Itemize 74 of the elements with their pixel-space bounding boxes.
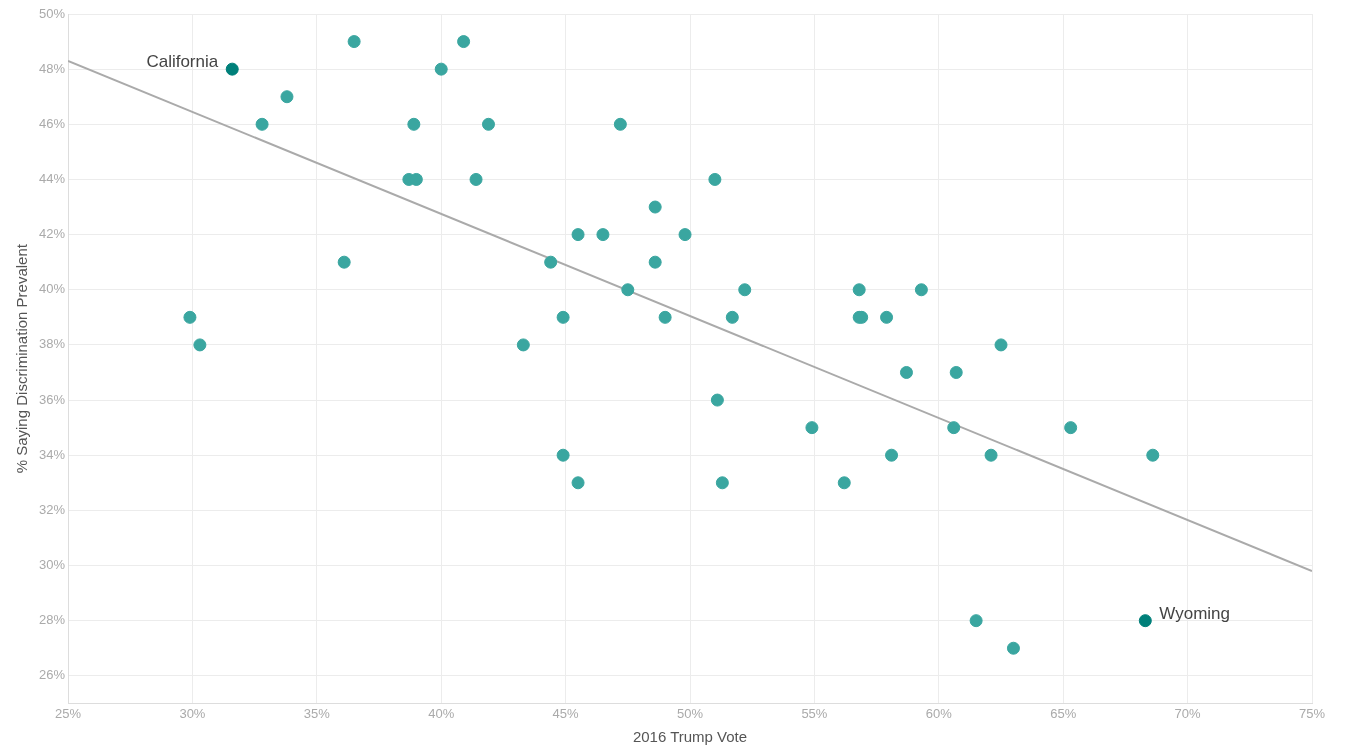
point	[457, 35, 471, 49]
point	[837, 476, 851, 490]
point	[280, 90, 294, 104]
x-tick-label: 55%	[801, 705, 828, 721]
point	[648, 255, 662, 269]
point	[710, 393, 724, 407]
point	[571, 228, 585, 242]
y-tick-label: 44%	[38, 171, 66, 187]
point	[481, 117, 495, 131]
y-tick-label: 30%	[38, 557, 66, 573]
point	[1006, 641, 1020, 655]
y-tick-label: 32%	[38, 501, 66, 517]
point	[193, 338, 207, 352]
point	[407, 117, 421, 131]
point	[899, 365, 913, 379]
point	[914, 283, 928, 297]
point	[556, 310, 570, 324]
y-axis-title: % Saying Discrimination Prevalent	[13, 243, 31, 474]
y-tick-label: 36%	[38, 391, 66, 407]
point	[725, 310, 739, 324]
point	[613, 117, 627, 131]
point	[678, 228, 692, 242]
x-tick-label: 60%	[925, 705, 953, 721]
point	[852, 283, 866, 297]
point	[738, 283, 752, 297]
y-tick-label: 50%	[38, 5, 66, 21]
point	[947, 421, 961, 435]
point	[648, 200, 662, 214]
point	[556, 448, 570, 462]
point	[1138, 614, 1152, 628]
point	[225, 62, 239, 76]
point	[949, 365, 963, 379]
x-tick-label: 65%	[1050, 705, 1077, 721]
x-tick-label: 25%	[55, 705, 82, 721]
point	[880, 310, 894, 324]
point	[469, 172, 483, 186]
x-tick-label: 35%	[303, 705, 331, 721]
point	[885, 448, 899, 462]
y-tick-label: 28%	[38, 612, 66, 628]
y-tick-label: 46%	[38, 115, 66, 131]
point	[596, 228, 610, 242]
point	[708, 172, 722, 186]
x-tick-label: 75%	[1298, 705, 1326, 721]
point	[434, 62, 448, 76]
y-tick-label: 42%	[38, 226, 66, 242]
point	[969, 614, 983, 628]
annotation: California	[146, 51, 219, 71]
point	[1064, 421, 1078, 435]
point	[347, 35, 361, 49]
point	[621, 283, 635, 297]
point	[571, 476, 585, 490]
point	[516, 338, 530, 352]
x-axis-title: 2016 Trump Vote	[632, 728, 748, 746]
point	[544, 255, 558, 269]
y-tick-label: 48%	[38, 60, 66, 76]
point	[255, 117, 269, 131]
point	[1146, 448, 1160, 462]
point	[337, 255, 351, 269]
point	[994, 338, 1008, 352]
x-tick-label: 30%	[179, 705, 206, 721]
point	[715, 476, 729, 490]
point	[805, 421, 819, 435]
point	[183, 310, 197, 324]
annotation: Wyoming	[1159, 604, 1231, 624]
point	[658, 310, 672, 324]
x-tick-label: 50%	[676, 705, 704, 721]
y-tick-label: 34%	[38, 446, 66, 462]
x-tick-label: 45%	[552, 705, 580, 721]
y-tick-label: 38%	[38, 336, 66, 352]
y-tick-label: 26%	[38, 667, 66, 683]
x-tick-label: 70%	[1174, 705, 1202, 721]
point	[984, 448, 998, 462]
y-tick-label: 40%	[38, 281, 66, 297]
x-tick-label: 40%	[428, 705, 455, 721]
